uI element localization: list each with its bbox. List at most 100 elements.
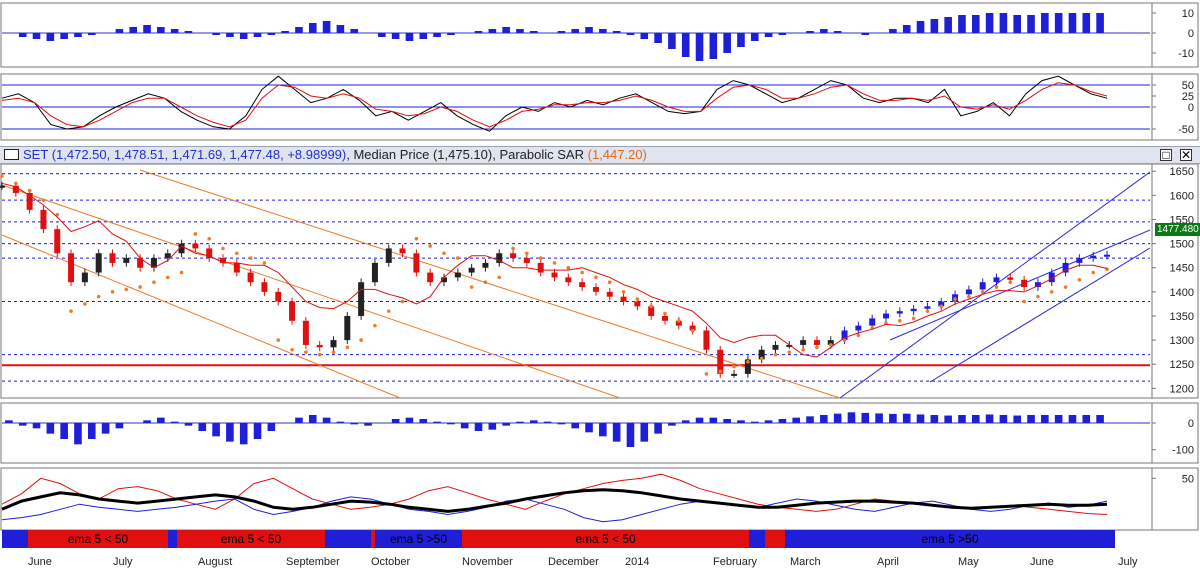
macd-tick-label: 0 xyxy=(1188,418,1194,430)
price-candle xyxy=(938,301,945,307)
sar-dot xyxy=(69,309,73,313)
sar-dot xyxy=(124,287,129,292)
pane-bottom-oscillator: 50 xyxy=(0,467,1199,531)
ohlc-values: (1,472.50, 1,478.51, 1,471.69, 1,477.48,… xyxy=(51,147,347,162)
month-label: June xyxy=(28,556,52,568)
maximize-button[interactable]: □ xyxy=(1160,149,1172,161)
sar-dot xyxy=(607,280,612,285)
signal-segment xyxy=(2,530,28,548)
sar-dot xyxy=(469,285,474,289)
sar-dot xyxy=(221,246,225,251)
price-candle xyxy=(371,262,378,283)
stochastic-tick-label: 0 xyxy=(1188,102,1194,114)
sar-dot xyxy=(1022,299,1026,304)
signal-bar: ema 5 < 50 ema 5 < 50 ema 5 >50 ema 5 < 50 e… xyxy=(2,530,1115,548)
price-candle xyxy=(413,253,420,273)
price-candle xyxy=(606,291,613,297)
price-candle xyxy=(841,330,848,341)
sar-dot xyxy=(635,297,640,301)
price-tick-label: 1600 xyxy=(1170,190,1194,202)
signal-segment xyxy=(749,530,765,548)
sar-dot xyxy=(0,174,4,178)
sar-label: Parabolic SAR xyxy=(499,147,584,162)
price-candle xyxy=(109,253,116,263)
sar-dot xyxy=(331,350,336,354)
sar-dot xyxy=(165,275,170,280)
sar-dot xyxy=(953,297,957,301)
price-candle xyxy=(855,325,862,331)
signal-segment xyxy=(785,530,1115,548)
stochastic-tick-label: 50 xyxy=(1182,80,1194,92)
pane-bottom-oscillator-frame xyxy=(0,467,1199,531)
sar-dot xyxy=(400,299,405,304)
median-price-label: , Median Price (1,475.10), xyxy=(346,147,500,162)
sar-dot xyxy=(704,372,709,376)
price-candle xyxy=(54,229,61,254)
price-candle xyxy=(164,253,171,259)
price-candle xyxy=(592,287,599,292)
price-candle xyxy=(675,320,682,326)
sar-dot xyxy=(925,309,930,313)
price-candle xyxy=(662,315,668,321)
sar-dot xyxy=(248,256,253,260)
price-candle xyxy=(717,349,724,374)
month-label: December xyxy=(548,556,599,568)
price-candle xyxy=(454,272,461,278)
sar-dot xyxy=(746,360,750,364)
sar-dot xyxy=(663,311,667,316)
sar-dot xyxy=(138,285,142,289)
price-candle xyxy=(68,253,75,283)
price-candle xyxy=(150,258,157,268)
price-candle xyxy=(993,277,1000,283)
price-up-channel-line xyxy=(889,229,1151,341)
signal-segment xyxy=(168,530,177,548)
price-candle xyxy=(786,344,793,347)
sar-dot xyxy=(580,270,584,275)
price-candle xyxy=(316,344,323,348)
price-candle xyxy=(220,258,226,263)
stochastic-series-line xyxy=(1,82,1108,128)
price-candle xyxy=(1090,255,1097,259)
price-tick-label: 1300 xyxy=(1170,335,1194,347)
price-candle xyxy=(731,373,738,376)
sar-dot xyxy=(193,232,198,236)
price-candle xyxy=(924,306,931,309)
price-candle xyxy=(206,248,213,259)
sar-dot xyxy=(538,256,543,260)
price-candle xyxy=(579,282,586,288)
signal-segment xyxy=(375,530,462,548)
sar-dot xyxy=(677,319,681,323)
sar-dot xyxy=(815,345,819,350)
month-label: July xyxy=(113,556,133,568)
price-up-channel-line xyxy=(839,171,1151,399)
price-tick-label: 1650 xyxy=(1170,166,1194,178)
price-candle xyxy=(979,282,986,290)
price-candle xyxy=(81,272,88,283)
sar-dot xyxy=(276,338,281,342)
price-candle xyxy=(261,282,268,292)
price-candle xyxy=(1076,258,1083,263)
sar-dot xyxy=(27,188,32,193)
sar-dot xyxy=(980,290,985,294)
sar-dot xyxy=(718,369,723,374)
price-candle xyxy=(399,248,406,254)
close-button[interactable]: ✕ xyxy=(1180,148,1192,162)
price-tick-label: 1500 xyxy=(1170,239,1194,251)
price-candle xyxy=(648,306,655,316)
sar-dot xyxy=(483,280,488,285)
month-label: October xyxy=(371,556,411,568)
signal-segment-label: ema 5 >50 xyxy=(390,532,447,546)
sar-dot xyxy=(594,275,598,280)
price-candle xyxy=(703,330,710,350)
sar-dot xyxy=(262,261,267,265)
price-candle xyxy=(26,192,33,210)
signal-segment xyxy=(462,530,749,548)
top-oscillator-tick-label: 10 xyxy=(1182,8,1194,20)
month-label: August xyxy=(198,556,233,568)
price-candle xyxy=(344,315,351,341)
sar-value: (1,447.20) xyxy=(587,147,647,162)
month-label: May xyxy=(958,556,979,568)
macd-tick-label: -100 xyxy=(1172,445,1194,457)
